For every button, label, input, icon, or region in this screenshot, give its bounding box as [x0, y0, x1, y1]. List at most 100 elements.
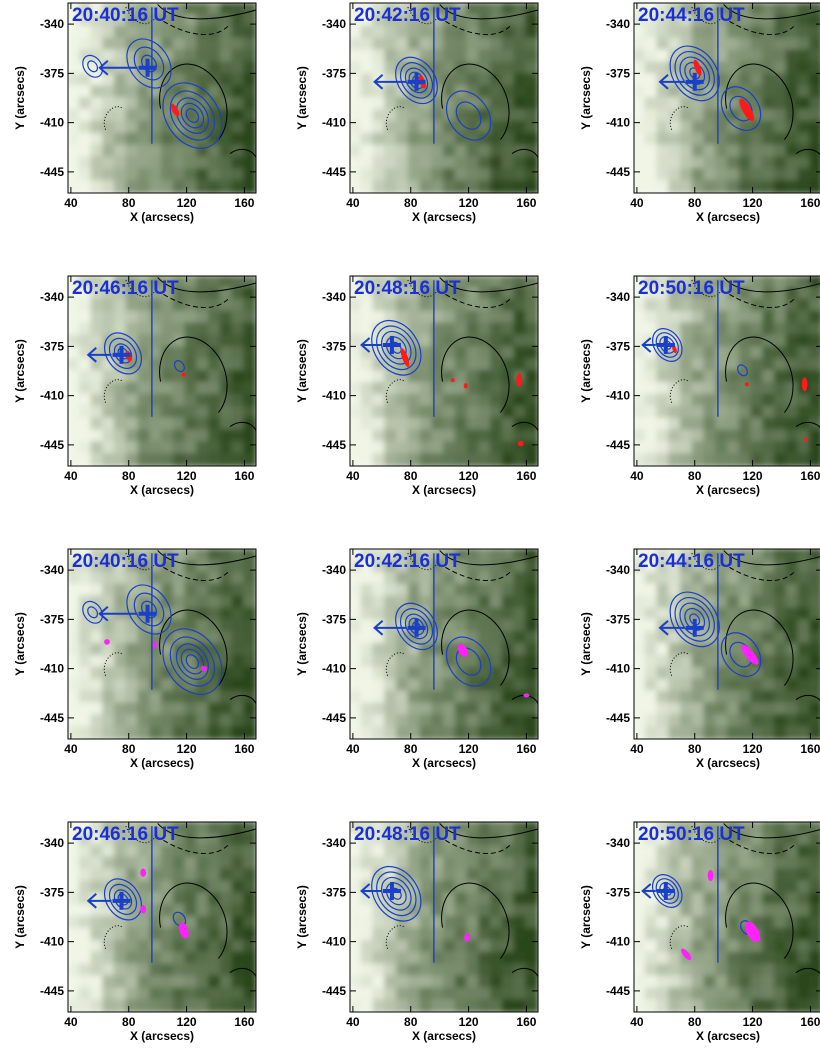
intensity-cell	[634, 999, 647, 1012]
intensity-cell	[762, 298, 777, 313]
intensity-cell	[691, 358, 706, 372]
intensity-cell	[161, 549, 175, 562]
intensity-cell	[360, 132, 375, 147]
intensity-cell	[137, 690, 152, 705]
intensity-cell	[360, 276, 375, 289]
intensity-cell	[137, 856, 152, 871]
intensity-cell	[785, 61, 800, 76]
intensity-cell	[634, 61, 647, 76]
intensity-cell	[680, 666, 694, 681]
intensity-cell	[762, 286, 777, 301]
intensity-cell	[513, 85, 528, 99]
intensity-cell	[243, 370, 256, 384]
intensity-cell	[644, 180, 659, 193]
intensity-cell	[809, 726, 820, 739]
intensity-cell	[644, 559, 659, 574]
intensity-cell	[738, 892, 753, 907]
intensity-cell	[78, 975, 93, 990]
intensity-cell	[443, 298, 457, 313]
hxr-contour	[655, 332, 679, 358]
intensity-cell	[466, 25, 481, 40]
intensity-cell	[513, 417, 528, 432]
intensity-cell	[149, 987, 164, 1002]
intensity-cell	[478, 619, 493, 634]
intensity-cell	[372, 180, 387, 193]
x-tick-label: 120	[459, 1015, 479, 1029]
intensity-cell	[715, 654, 730, 669]
intensity-cell	[715, 453, 730, 466]
intensity-cell	[644, 583, 659, 598]
intensity-cell	[809, 904, 820, 918]
intensity-cell	[384, 417, 399, 432]
intensity-cell	[360, 310, 375, 325]
intensity-cell	[149, 571, 164, 586]
intensity-cell	[78, 286, 93, 301]
intensity-cell	[703, 441, 718, 456]
intensity-cell	[137, 322, 152, 337]
intensity-cell	[419, 916, 434, 930]
hxr-contour	[126, 584, 172, 635]
intensity-cell	[208, 904, 222, 918]
intensity-cell	[419, 120, 434, 135]
hxr-contour	[395, 56, 438, 105]
intensity-cell	[797, 417, 812, 432]
intensity-cell	[454, 571, 469, 586]
intensity-cell	[490, 678, 504, 693]
intensity-cell	[513, 832, 528, 847]
intensity-cell	[656, 358, 671, 372]
intensity-cell	[102, 453, 117, 466]
motion-arrow-head	[98, 605, 109, 622]
y-tick-label: -340	[606, 563, 630, 577]
flare-kernel	[450, 378, 455, 383]
intensity-cell	[774, 156, 788, 171]
hxr-contour	[399, 608, 434, 645]
intensity-cell	[419, 654, 434, 669]
intensity-cell	[161, 298, 175, 313]
intensity-cell	[360, 25, 375, 40]
intensity-cell	[137, 168, 152, 183]
intensity-cell	[90, 559, 105, 574]
intensity-cell	[703, 571, 718, 586]
intensity-cell	[360, 453, 375, 466]
intensity-cell	[208, 276, 222, 289]
intensity-cell	[78, 904, 93, 918]
intensity-cell	[809, 987, 820, 1002]
intensity-cell	[149, 559, 164, 574]
intensity-cell	[231, 37, 246, 52]
x-tick-label: 160	[516, 469, 536, 483]
intensity-cell	[727, 417, 741, 432]
x-tick-label: 120	[743, 196, 763, 210]
intensity-cell	[738, 453, 753, 466]
intensity-cell	[774, 999, 788, 1012]
intensity-cell	[785, 904, 800, 918]
intensity-cell	[243, 298, 256, 313]
y-tick-label: -375	[606, 339, 630, 353]
intensity-cell	[750, 702, 765, 717]
intensity-cell	[231, 666, 246, 681]
intensity-cell	[114, 310, 128, 325]
intensity-cell	[501, 856, 516, 871]
intensity-cell	[350, 726, 363, 739]
intensity-cell	[125, 156, 140, 171]
intensity-cell	[137, 702, 152, 717]
intensity-cell	[525, 832, 538, 847]
motion-arrow-head	[641, 337, 652, 353]
intensity-cell	[208, 595, 222, 610]
intensity-cell	[384, 714, 399, 729]
intensity-cell	[656, 666, 671, 681]
magnetogram-contour	[159, 609, 228, 686]
intensity-cell	[727, 144, 741, 159]
intensity-cell	[680, 654, 694, 669]
hxr-contour	[651, 874, 683, 908]
intensity-cell	[750, 61, 765, 76]
y-tick-label: -445	[322, 711, 346, 725]
intensity-cell	[478, 132, 493, 147]
intensity-cell	[466, 381, 481, 396]
intensity-cell	[466, 286, 481, 301]
intensity-cell	[797, 49, 812, 64]
intensity-cell	[172, 844, 187, 859]
intensity-cell	[490, 916, 504, 930]
intensity-cell	[525, 951, 538, 966]
